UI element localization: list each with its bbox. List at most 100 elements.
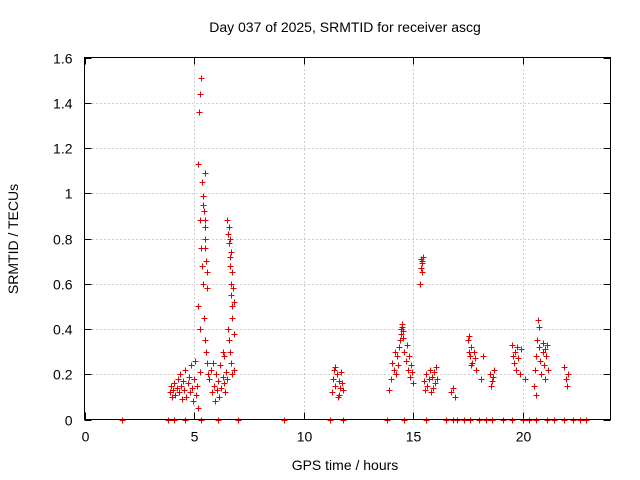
data-point xyxy=(466,333,473,340)
data-point xyxy=(185,380,192,387)
data-point xyxy=(182,367,189,374)
data-point xyxy=(403,358,410,365)
data-point xyxy=(517,371,524,378)
data-point xyxy=(204,269,211,276)
data-point xyxy=(473,367,480,374)
data-point xyxy=(429,374,436,381)
data-point xyxy=(472,355,479,362)
data-point xyxy=(334,371,341,378)
data-point xyxy=(226,224,233,231)
data-point xyxy=(200,281,207,288)
data-point xyxy=(200,202,207,209)
data-point xyxy=(329,389,336,396)
data-point xyxy=(465,337,472,344)
data-point xyxy=(522,376,529,383)
data-point xyxy=(198,417,205,424)
data-point xyxy=(393,371,400,378)
data-point xyxy=(454,417,461,424)
data-point xyxy=(215,378,222,385)
x-tick-label: 20 xyxy=(516,429,532,445)
data-point xyxy=(229,303,236,310)
data-point xyxy=(231,331,238,338)
data-point xyxy=(220,349,227,356)
data-point xyxy=(172,392,179,399)
data-point xyxy=(448,389,455,396)
data-point xyxy=(220,374,227,381)
y-tick-label: 1.6 xyxy=(53,51,73,67)
data-point xyxy=(195,161,202,168)
data-point xyxy=(209,389,216,396)
data-point xyxy=(491,367,498,374)
data-point xyxy=(434,376,441,383)
data-point xyxy=(197,326,204,333)
data-point xyxy=(186,374,193,381)
data-point xyxy=(204,360,211,367)
data-point xyxy=(564,383,571,390)
data-point xyxy=(201,315,208,322)
data-point xyxy=(401,417,408,424)
data-point xyxy=(427,367,434,374)
plot-frame xyxy=(84,57,611,420)
data-point xyxy=(570,417,577,424)
data-point xyxy=(510,353,517,360)
data-point xyxy=(500,417,507,424)
data-point xyxy=(176,389,183,396)
data-point xyxy=(330,376,337,383)
data-point xyxy=(544,417,551,424)
data-point xyxy=(231,367,238,374)
data-point xyxy=(223,369,230,376)
data-point xyxy=(544,342,551,349)
data-point xyxy=(195,405,202,412)
data-point xyxy=(450,385,457,392)
data-point xyxy=(518,346,525,353)
grid-layer xyxy=(84,57,611,420)
data-point xyxy=(227,349,234,356)
data-point xyxy=(509,342,516,349)
data-point xyxy=(399,321,406,328)
data-point xyxy=(221,380,228,387)
data-point xyxy=(409,369,416,376)
tick-layer: 0 0.2 0.4 0.6 0.8 1 1.2 1.4 1.6 0 5 10 15 20 xyxy=(53,51,611,445)
y-tick-label: 0.2 xyxy=(53,367,73,383)
data-point xyxy=(541,362,548,369)
y-tick-label: 1.4 xyxy=(53,96,73,112)
data-point xyxy=(406,353,413,360)
data-point xyxy=(536,324,543,331)
data-point xyxy=(542,376,549,383)
data-point xyxy=(401,349,408,356)
data-point xyxy=(433,364,440,371)
data-point xyxy=(227,254,234,261)
data-point xyxy=(165,417,172,424)
data-point xyxy=(489,378,496,385)
data-point xyxy=(227,263,234,270)
data-point xyxy=(478,376,485,383)
data-point xyxy=(180,378,187,385)
data-point xyxy=(198,75,205,82)
data-point xyxy=(332,364,339,371)
data-point xyxy=(203,258,210,265)
data-point xyxy=(386,387,393,394)
data-point xyxy=(396,344,403,351)
data-point xyxy=(487,371,494,378)
data-point xyxy=(202,170,209,177)
data-point xyxy=(400,328,407,335)
data-points xyxy=(119,75,590,424)
data-point xyxy=(197,369,204,376)
data-point xyxy=(520,417,527,424)
data-point xyxy=(229,315,236,322)
data-point xyxy=(175,376,182,383)
data-point xyxy=(230,285,237,292)
data-point xyxy=(225,231,232,238)
data-point xyxy=(339,380,346,387)
data-point xyxy=(171,417,178,424)
data-point xyxy=(391,367,398,374)
data-point xyxy=(533,392,540,399)
data-point xyxy=(203,349,210,356)
data-point xyxy=(168,383,175,390)
data-point xyxy=(404,342,411,349)
data-point xyxy=(561,417,568,424)
data-point xyxy=(170,387,177,394)
data-point xyxy=(407,374,414,381)
data-point xyxy=(468,344,475,351)
data-point xyxy=(197,217,204,224)
